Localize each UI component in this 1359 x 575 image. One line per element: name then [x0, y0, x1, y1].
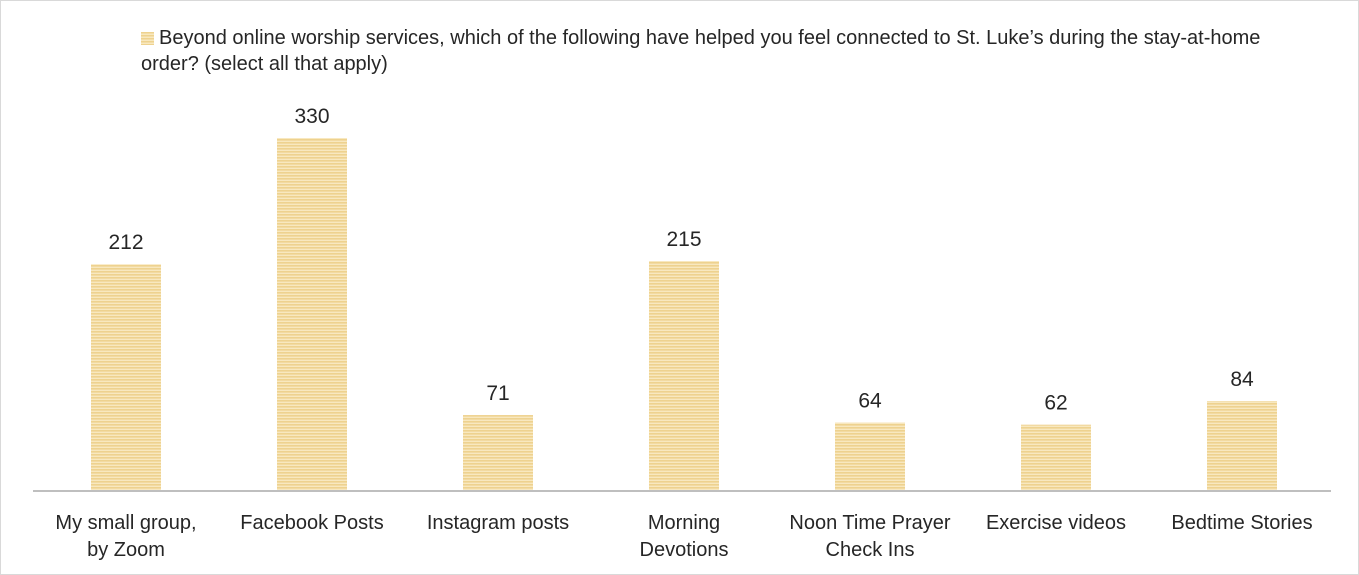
- legend: Beyond online worship services, which of…: [141, 25, 1311, 77]
- category-label-2: Instagram posts: [427, 512, 569, 534]
- data-label-3: 215: [666, 228, 701, 251]
- category-label-line: Check Ins: [826, 539, 915, 561]
- category-label-6: Bedtime Stories: [1171, 512, 1312, 534]
- category-label-0: My small group, by Zoom: [55, 512, 196, 561]
- data-label-1: 330: [294, 105, 329, 128]
- category-label-line: Morning: [648, 512, 720, 534]
- bar-3: [649, 261, 719, 491]
- bar-0: [91, 264, 161, 491]
- category-label-3: Morning Devotions: [640, 512, 729, 561]
- category-label-line: My small group,: [55, 512, 196, 534]
- data-label-0: 212: [108, 231, 143, 254]
- category-label-line: Exercise videos: [986, 512, 1126, 534]
- legend-series-label: Beyond online worship services, which of…: [141, 27, 1261, 75]
- category-label-line: Noon Time Prayer: [789, 512, 951, 534]
- category-label-1: Facebook Posts: [240, 512, 383, 534]
- category-label-line: Facebook Posts: [240, 512, 383, 534]
- legend-swatch: [141, 32, 154, 45]
- category-label-line: Bedtime Stories: [1171, 512, 1312, 534]
- data-label-2: 71: [486, 382, 509, 405]
- category-label-5: Exercise videos: [986, 512, 1126, 534]
- category-label-line: by Zoom: [87, 539, 165, 561]
- data-label-6: 84: [1230, 368, 1254, 391]
- bar-1: [277, 138, 347, 491]
- category-label-line: Devotions: [640, 539, 729, 561]
- bar-2: [463, 415, 533, 491]
- bar-6: [1207, 401, 1277, 491]
- bar-4: [835, 422, 905, 491]
- category-label-4: Noon Time Prayer Check Ins: [789, 512, 951, 561]
- data-label-5: 62: [1044, 392, 1067, 415]
- category-label-line: Instagram posts: [427, 512, 569, 534]
- data-label-4: 64: [858, 390, 882, 413]
- bar-5: [1021, 424, 1091, 491]
